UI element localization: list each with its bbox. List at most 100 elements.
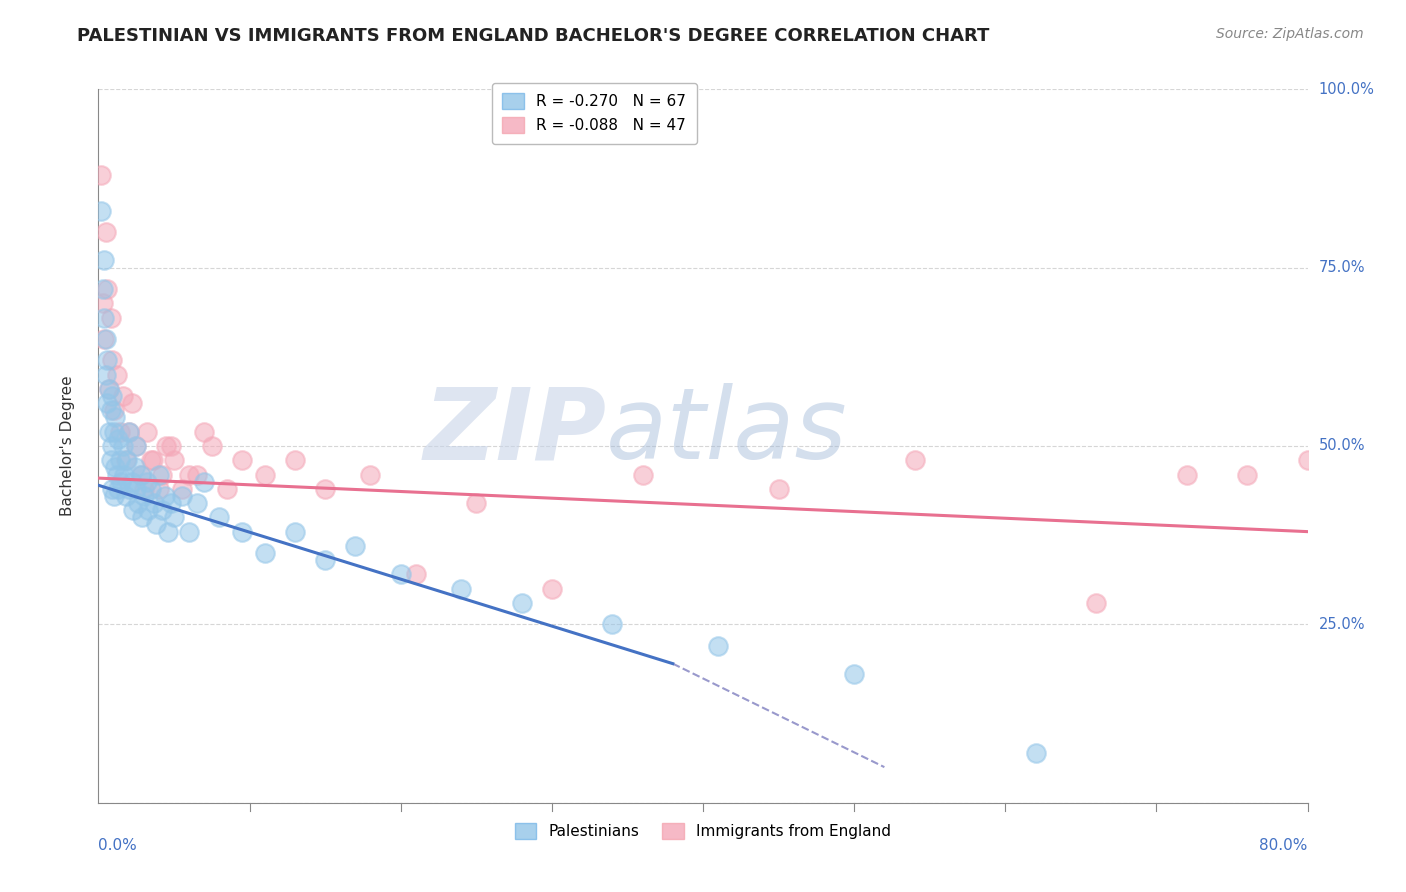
Point xyxy=(107,482,129,496)
Point xyxy=(91,296,114,310)
Point xyxy=(103,489,125,503)
Point xyxy=(314,553,336,567)
Point xyxy=(1085,596,1108,610)
Text: 25.0%: 25.0% xyxy=(1319,617,1365,632)
Point xyxy=(148,482,170,496)
Point xyxy=(163,453,186,467)
Point xyxy=(100,403,122,417)
Point xyxy=(132,482,155,496)
Text: ZIP: ZIP xyxy=(423,384,606,480)
Point xyxy=(96,282,118,296)
Point xyxy=(96,353,118,368)
Point xyxy=(143,496,166,510)
Point xyxy=(94,368,117,382)
Point xyxy=(136,503,159,517)
Point xyxy=(844,667,866,681)
Point xyxy=(93,310,115,325)
Point xyxy=(104,410,127,425)
Point xyxy=(114,489,136,503)
Point xyxy=(103,425,125,439)
Point xyxy=(707,639,730,653)
Point xyxy=(160,496,183,510)
Point xyxy=(121,396,143,410)
Point xyxy=(101,353,124,368)
Point xyxy=(111,439,134,453)
Point xyxy=(170,489,193,503)
Point xyxy=(201,439,224,453)
Point xyxy=(465,496,488,510)
Point xyxy=(186,467,208,482)
Point xyxy=(114,453,136,467)
Point xyxy=(91,282,114,296)
Point xyxy=(253,546,276,560)
Point xyxy=(98,382,121,396)
Point xyxy=(284,524,307,539)
Point xyxy=(1236,467,1258,482)
Point xyxy=(94,225,117,239)
Point xyxy=(125,482,148,496)
Point xyxy=(360,467,382,482)
Point xyxy=(231,453,253,467)
Point xyxy=(231,524,253,539)
Point xyxy=(112,467,135,482)
Point xyxy=(98,382,121,396)
Text: 50.0%: 50.0% xyxy=(1319,439,1365,453)
Text: atlas: atlas xyxy=(606,384,848,480)
Point xyxy=(163,510,186,524)
Point xyxy=(101,482,124,496)
Point xyxy=(125,439,148,453)
Point xyxy=(111,389,134,403)
Point xyxy=(118,425,141,439)
Text: Source: ZipAtlas.com: Source: ZipAtlas.com xyxy=(1216,27,1364,41)
Point xyxy=(284,453,307,467)
Point xyxy=(131,510,153,524)
Point xyxy=(179,524,201,539)
Point xyxy=(153,489,176,503)
Point xyxy=(135,475,157,489)
Point xyxy=(135,425,157,439)
Point xyxy=(90,203,112,218)
Point xyxy=(125,439,148,453)
Text: PALESTINIAN VS IMMIGRANTS FROM ENGLAND BACHELOR'S DEGREE CORRELATION CHART: PALESTINIAN VS IMMIGRANTS FROM ENGLAND B… xyxy=(77,27,990,45)
Point xyxy=(405,567,427,582)
Point xyxy=(118,425,141,439)
Text: 100.0%: 100.0% xyxy=(1319,82,1375,96)
Point xyxy=(103,403,125,417)
Point xyxy=(108,453,131,467)
Point xyxy=(193,425,215,439)
Point xyxy=(193,475,215,489)
Point xyxy=(132,489,155,503)
Point xyxy=(94,332,117,346)
Point xyxy=(768,482,790,496)
Point xyxy=(145,517,167,532)
Point xyxy=(155,439,177,453)
Point xyxy=(904,453,927,467)
Point xyxy=(540,582,562,596)
Point xyxy=(101,389,124,403)
Point xyxy=(186,496,208,510)
Point xyxy=(450,582,472,596)
Point xyxy=(160,439,183,453)
Point xyxy=(1175,467,1198,482)
Point xyxy=(208,510,231,524)
Point xyxy=(602,617,624,632)
Point xyxy=(104,460,127,475)
Point xyxy=(96,396,118,410)
Point xyxy=(1296,453,1319,467)
Point xyxy=(101,439,124,453)
Point xyxy=(105,368,128,382)
Point xyxy=(148,467,170,482)
Point xyxy=(150,467,173,482)
Point xyxy=(344,539,367,553)
Text: 0.0%: 0.0% xyxy=(98,838,138,854)
Point xyxy=(141,482,163,496)
Point xyxy=(105,467,128,482)
Point xyxy=(1024,746,1046,760)
Point xyxy=(314,482,336,496)
Point xyxy=(93,253,115,268)
Y-axis label: Bachelor's Degree: Bachelor's Degree xyxy=(60,376,75,516)
Point xyxy=(110,475,132,489)
Point xyxy=(98,425,121,439)
Point xyxy=(93,332,115,346)
Point xyxy=(124,460,146,475)
